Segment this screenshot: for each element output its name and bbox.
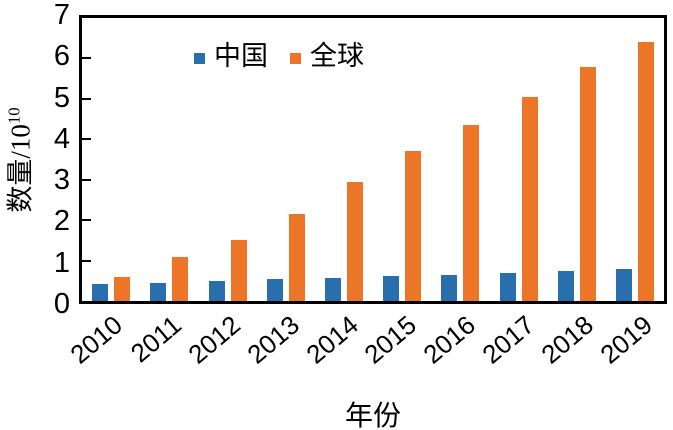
bar-中国-2015 bbox=[383, 275, 400, 301]
bar-中国-2014 bbox=[324, 277, 341, 301]
bars-container bbox=[82, 18, 664, 301]
legend: 中国 全球 bbox=[194, 43, 364, 70]
y-tick-label-1: 1 bbox=[53, 246, 70, 279]
bar-group-2014 bbox=[315, 18, 373, 301]
bar-全球-2012 bbox=[230, 240, 247, 301]
bar-中国-2011 bbox=[150, 282, 167, 301]
plot-area: 中国 全球 bbox=[79, 15, 667, 304]
legend-label-global: 全球 bbox=[310, 41, 364, 71]
bar-group-2015 bbox=[373, 18, 431, 301]
y-tick-4 bbox=[82, 138, 91, 141]
y-tick-2 bbox=[82, 219, 91, 222]
bar-全球-2011 bbox=[172, 256, 189, 301]
bar-group-2012 bbox=[198, 18, 256, 301]
y-tick-label-3: 3 bbox=[53, 164, 70, 197]
bar-中国-2016 bbox=[441, 274, 458, 301]
global-legend-swatch-icon bbox=[290, 52, 301, 64]
y-tick-6 bbox=[82, 57, 91, 60]
bar-中国-2017 bbox=[499, 272, 516, 301]
bar-中国-2012 bbox=[208, 280, 225, 301]
y-tick-label-2: 2 bbox=[53, 205, 70, 238]
bar-中国-2010 bbox=[92, 284, 109, 301]
bar-中国-2018 bbox=[557, 271, 574, 301]
y-tick-3 bbox=[82, 178, 91, 181]
bar-全球-2017 bbox=[521, 96, 538, 301]
bar-全球-2010 bbox=[114, 276, 131, 301]
bar-中国-2019 bbox=[615, 269, 632, 301]
bar-group-2017 bbox=[489, 18, 547, 301]
legend-label-china: 中国 bbox=[214, 41, 268, 71]
china-legend-swatch-icon bbox=[194, 52, 205, 64]
y-tick-label-6: 6 bbox=[53, 40, 70, 73]
bar-全球-2019 bbox=[637, 42, 654, 301]
bar-group-2019 bbox=[606, 18, 664, 301]
bar-group-2013 bbox=[257, 18, 315, 301]
bar-group-2018 bbox=[548, 18, 606, 301]
y-tick-label-7: 7 bbox=[53, 0, 70, 31]
bar-全球-2018 bbox=[579, 66, 596, 301]
y-tick-label-5: 5 bbox=[53, 81, 70, 114]
legend-item-global: 全球 bbox=[290, 43, 364, 70]
bar-group-2011 bbox=[140, 18, 198, 301]
bar-中国-2013 bbox=[266, 278, 283, 301]
bar-全球-2015 bbox=[405, 151, 422, 301]
bar-全球-2014 bbox=[346, 181, 363, 301]
y-axis-title: 数量/1010 bbox=[0, 107, 38, 212]
y-tick-label-0: 0 bbox=[53, 288, 70, 320]
legend-item-china: 中国 bbox=[194, 43, 268, 70]
y-tick-5 bbox=[82, 97, 91, 100]
bar-group-2010 bbox=[82, 18, 140, 301]
y-tick-1 bbox=[82, 259, 91, 262]
x-axis-title: 年份 bbox=[344, 401, 401, 430]
y-tick-label-4: 4 bbox=[53, 122, 70, 155]
bar-全球-2016 bbox=[463, 125, 480, 301]
bar-全球-2013 bbox=[288, 214, 305, 301]
bar-group-2016 bbox=[431, 18, 489, 301]
